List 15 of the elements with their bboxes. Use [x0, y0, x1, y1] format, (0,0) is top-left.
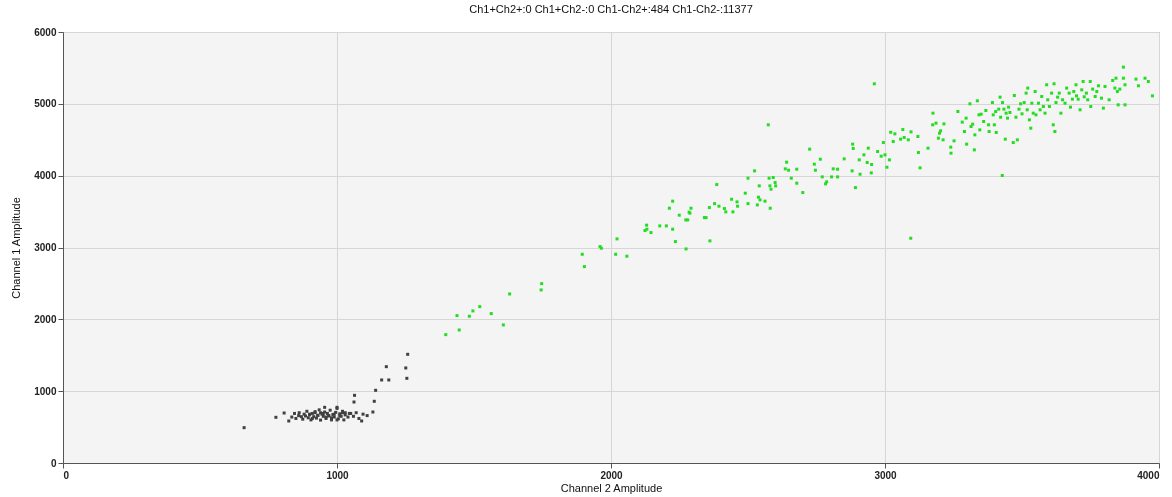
y-tick-label: 0 [50, 457, 57, 469]
x-tick-label: 0 [63, 469, 70, 481]
y-tick-label: 6000 [34, 26, 57, 38]
x-tick-label: 4000 [1137, 469, 1160, 481]
y-tick-label: 5000 [34, 98, 57, 110]
y-tick-label: 4000 [34, 170, 57, 182]
y-axis-title: Channel 1 Amplitude [10, 197, 23, 299]
x-tick-label: 1000 [326, 469, 350, 481]
x-tick-label: 2000 [600, 469, 624, 481]
x-axis-title: Channel 2 Amplitude [560, 481, 663, 494]
chart-title: Ch1+Ch2+:0 Ch1+Ch2-:0 Ch1-Ch2+:484 Ch1-Ch2-:11377 [469, 3, 753, 15]
y-tick-label: 1000 [34, 385, 57, 397]
x-tick-label: 3000 [874, 469, 898, 481]
y-tick-label: 2000 [34, 313, 57, 325]
y-tick-label: 3000 [34, 242, 57, 253]
